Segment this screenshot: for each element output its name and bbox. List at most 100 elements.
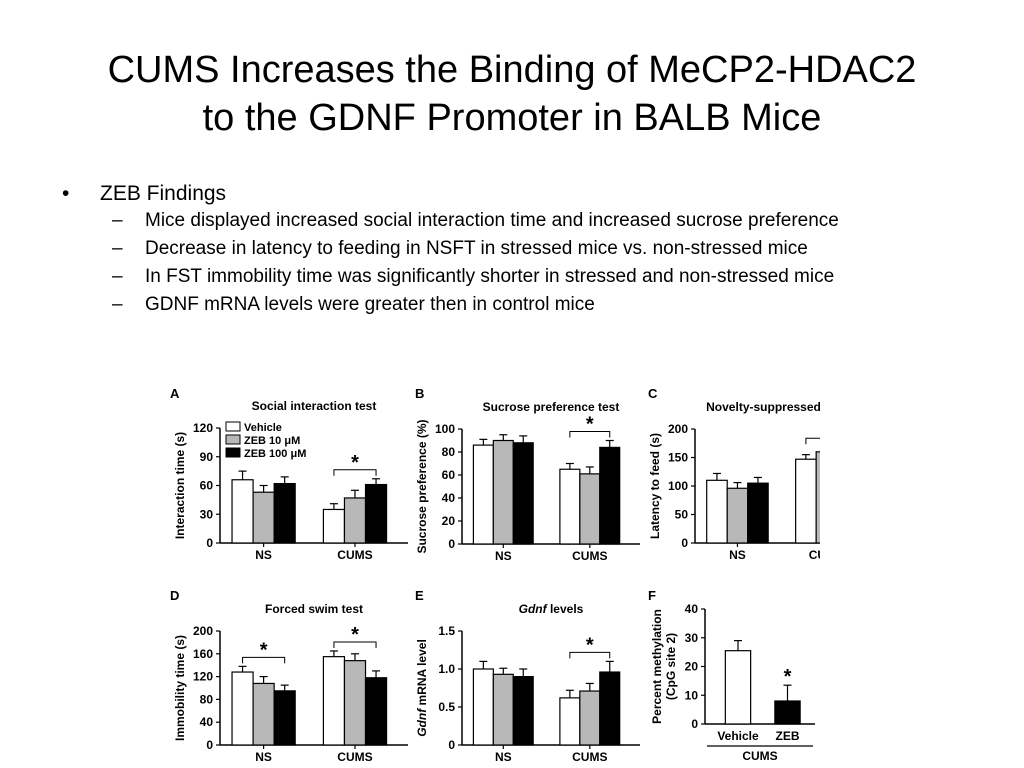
y-axis-label: Immobility time (s) (173, 635, 187, 741)
y-tick-label: 100 (435, 422, 455, 436)
slide-title-line1: CUMS Increases the Binding of MeCP2-HDAC… (107, 49, 917, 91)
y-tick-label: 40 (685, 602, 699, 616)
y-tick-label: 60 (442, 468, 456, 482)
significance-bracket (569, 651, 611, 659)
bar (343, 497, 367, 544)
x-category-label: CUMS (572, 750, 607, 764)
significance-bracket (805, 437, 820, 445)
y-tick-label: 120 (193, 670, 213, 684)
y-axis-label: Interaction time (s) (173, 432, 187, 539)
legend-swatch (225, 434, 241, 445)
y-tick-label: 200 (668, 422, 688, 436)
significance-bracket (333, 469, 377, 476)
y-axis-label: Latency to feed (s) (648, 433, 662, 539)
y-tick-label: 120 (193, 421, 213, 435)
y-tick-label: 100 (668, 479, 688, 493)
subbullet-item: – In FST immobility time was significant… (60, 266, 960, 288)
bar (706, 479, 728, 544)
bar (322, 508, 346, 544)
panel-letter: D (170, 588, 179, 603)
y-tick-label: 80 (442, 445, 456, 459)
panel-letter: C (648, 386, 658, 401)
y-tick-label: 0 (206, 738, 213, 752)
bar (273, 690, 296, 746)
bar (815, 451, 820, 544)
y-tick-label: 1.0 (438, 662, 455, 676)
y-tick-label: 0 (206, 536, 213, 550)
panel-c: C Novelty-suppressed feeding 0 50 100 150 200 L… (648, 386, 820, 562)
bullet-text: ZEB Findings (100, 182, 227, 205)
y-tick-label: 30 (200, 507, 214, 521)
bar (231, 479, 254, 544)
bar (472, 668, 494, 746)
x-category-label: CUMS (337, 750, 372, 764)
significance-star: * (586, 634, 594, 656)
subbullet-item: – Decrease in latency to feeding in NSFT… (60, 238, 960, 260)
y-tick-label: 200 (193, 624, 213, 638)
x-category-label: CUMS (809, 548, 820, 562)
legend-swatch (225, 447, 241, 458)
subbullet-dash: – (112, 238, 123, 259)
panel-letter: E (415, 588, 424, 603)
subbullet-dash: – (112, 266, 123, 287)
significance-star: * (784, 666, 792, 688)
bar (579, 473, 601, 545)
bar (231, 671, 254, 746)
bar (252, 682, 275, 746)
x-category-label: NS (495, 549, 512, 563)
subbullet-item: – GDNF mRNA levels were greater then in … (60, 294, 960, 316)
subbullet-text: Decrease in latency to feeding in NSFT i… (145, 238, 808, 259)
bullet-dot: • (62, 182, 70, 205)
bar (512, 676, 534, 746)
y-tick-label: 0 (448, 537, 455, 551)
y-tick-label: 90 (200, 450, 214, 464)
y-tick-label: 1.5 (438, 624, 455, 638)
panel-e: E Gdnf levels 0 0.5 1.0 1.5 Gdnf mRNA level NS C… (415, 588, 640, 764)
y-tick-label: 150 (668, 451, 688, 465)
y-tick-label: 160 (193, 647, 213, 661)
significance-bracket (569, 431, 611, 438)
subbullet-text: In FST immobility time was significantly… (145, 266, 835, 287)
panel-f: F 0 10 20 30 40 Percent methylation (CpG site 2… (648, 588, 815, 763)
y-tick-label: 20 (685, 660, 699, 674)
bar (252, 491, 275, 544)
group-label: CUMS (742, 749, 777, 763)
subbullet-dash: – (112, 210, 123, 231)
x-category-label: Vehicle (717, 729, 759, 743)
y-tick-label: 0.5 (438, 700, 455, 714)
bar (472, 444, 494, 545)
significance-star: * (586, 414, 594, 436)
figure-panels: A Social interaction test 0 30 60 90 120 Intera… (170, 386, 820, 764)
y-tick-label: 0 (691, 717, 698, 731)
bar (322, 656, 346, 746)
panel-letter: F (648, 588, 656, 603)
bar (364, 483, 388, 544)
x-category-label: CUMS (337, 548, 372, 562)
bar (492, 439, 514, 545)
subbullet-dash: – (112, 294, 123, 315)
significance-bracket (242, 656, 286, 664)
panel-title: Sucrose preference test (483, 400, 620, 414)
panel-title: Social interaction test (252, 399, 377, 413)
y-tick-label: 20 (442, 514, 456, 528)
panel-a: A Social interaction test 0 30 60 90 120 Intera… (170, 386, 408, 562)
panel-title: Forced swim test (265, 602, 363, 616)
y-axis-label: (CpG site 2) (664, 633, 678, 700)
y-axis-label: Gdnf mRNA level (415, 639, 429, 737)
legend-label: Vehicle (244, 422, 282, 434)
panel-letter: B (415, 386, 424, 401)
significance-star: * (351, 624, 359, 646)
x-category-label: NS (495, 750, 512, 764)
bar (559, 697, 581, 746)
legend-swatch (225, 421, 241, 432)
x-category-label: NS (255, 750, 272, 764)
subbullet-text: GDNF mRNA levels were greater then in co… (145, 294, 595, 315)
bullet-list: • ZEB Findings – Mice displayed increase… (60, 182, 960, 322)
significance-star: * (351, 452, 359, 474)
y-axis-label: Percent methylation (650, 609, 664, 724)
significance-bracket (333, 641, 377, 648)
bar (747, 482, 769, 544)
significance-star: * (260, 639, 268, 661)
y-tick-label: 50 (675, 508, 689, 522)
subbullet-item: – Mice displayed increased social intera… (60, 210, 960, 232)
